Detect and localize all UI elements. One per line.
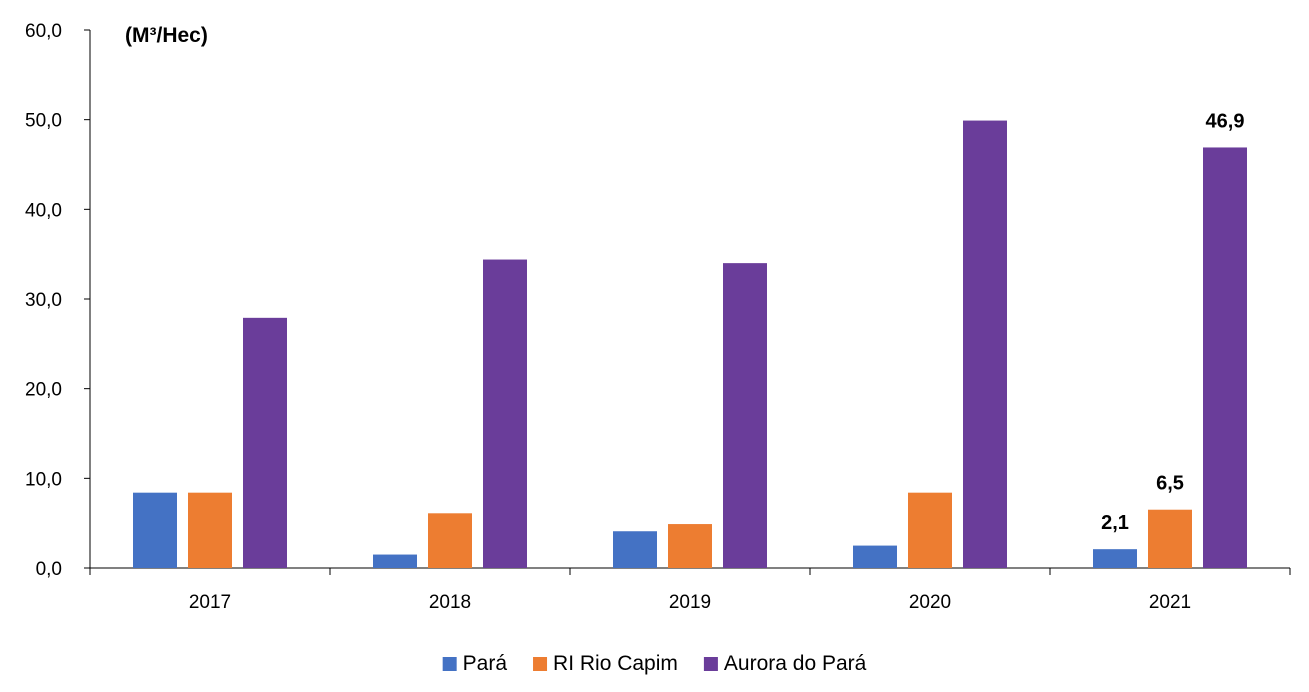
y-tick-label: 0,0 xyxy=(36,559,62,580)
bar xyxy=(483,259,527,568)
y-tick-label: 20,0 xyxy=(25,380,62,401)
data-labels: 2,1 6,5 46,9 xyxy=(1101,110,1244,534)
y-axis: 0,0 10,0 20,0 30,0 40,0 50,0 60,0 xyxy=(25,21,91,580)
x-tick-label: 2020 xyxy=(909,592,951,613)
bar xyxy=(668,524,712,568)
bars xyxy=(133,120,1247,569)
bar xyxy=(373,554,417,568)
y-tick-label: 50,0 xyxy=(25,111,62,132)
bar xyxy=(188,492,232,568)
y-tick-label: 40,0 xyxy=(25,200,62,221)
x-tick-label: 2018 xyxy=(429,592,471,613)
bar xyxy=(963,120,1007,569)
unit-label: (M³/Hec) xyxy=(125,24,208,47)
bar xyxy=(853,545,897,568)
legend-label: RI Rio Capim xyxy=(553,652,678,675)
x-axis: 2017 2018 2019 2020 2021 xyxy=(89,567,1291,613)
legend: Pará RI Rio Capim Aurora do Pará xyxy=(442,652,867,675)
legend-swatch xyxy=(533,657,548,671)
bar xyxy=(133,492,177,568)
bar xyxy=(908,492,952,568)
legend-label: Aurora do Pará xyxy=(724,652,867,675)
x-tick-label: 2019 xyxy=(669,592,711,613)
y-tick-label: 60,0 xyxy=(25,21,62,42)
data-label: 2,1 xyxy=(1101,512,1129,534)
bar xyxy=(1093,549,1137,568)
x-tick-label: 2017 xyxy=(189,592,231,613)
bar xyxy=(723,263,767,568)
bar xyxy=(613,531,657,568)
bar xyxy=(428,513,472,568)
x-tick-label: 2021 xyxy=(1149,592,1191,613)
bar xyxy=(243,317,287,568)
data-label: 46,9 xyxy=(1206,110,1245,132)
y-tick-label: 10,0 xyxy=(25,469,62,490)
legend-swatch xyxy=(703,657,718,671)
bar xyxy=(1148,509,1192,568)
legend-swatch xyxy=(442,657,457,671)
bar xyxy=(1203,147,1247,569)
y-tick-label: 30,0 xyxy=(25,290,62,311)
data-label: 6,5 xyxy=(1156,473,1184,495)
legend-label: Pará xyxy=(463,652,508,675)
